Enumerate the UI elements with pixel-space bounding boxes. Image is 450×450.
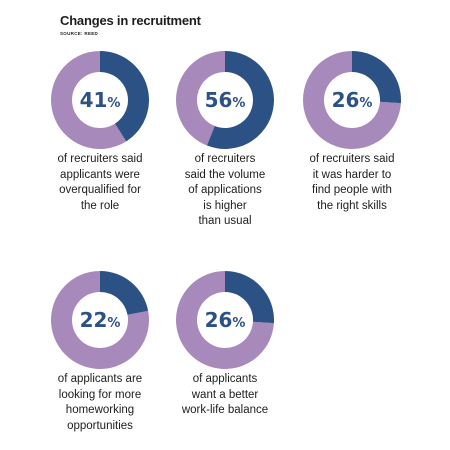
donut-1-caption: of recruiters said applicants were overq… bbox=[57, 153, 143, 212]
chart-title: Changes in recruitment bbox=[60, 13, 201, 28]
donut-1-remainder-slice bbox=[51, 51, 127, 149]
donut-5-remainder-slice bbox=[176, 271, 274, 369]
donut-3-value-label: 26% bbox=[332, 88, 373, 112]
donut-4-value-slice bbox=[100, 271, 149, 315]
donut-2-caption: of recruiters said the volume of applica… bbox=[184, 153, 266, 227]
donut-2-remainder-slice bbox=[176, 51, 225, 146]
donut-2-value-label: 56% bbox=[205, 88, 246, 112]
donut-4-value-label: 22% bbox=[80, 308, 121, 332]
donut-4-caption: of applicants are looking for more homew… bbox=[57, 373, 143, 432]
donut-1-value-label: 41% bbox=[80, 88, 121, 112]
donut-3-value-slice bbox=[352, 50, 402, 104]
donut-4-remainder-slice bbox=[51, 271, 149, 369]
donut-1-value-slice bbox=[100, 51, 149, 142]
donut-2-value-slice bbox=[206, 51, 274, 149]
donut-5-caption: of applicants want a better work-life ba… bbox=[181, 373, 269, 416]
donut-5-value-slice bbox=[225, 271, 274, 324]
donut-3-caption: of recruiters said it was harder to find… bbox=[309, 153, 395, 212]
chart-source: SOURCE: REED bbox=[60, 31, 99, 36]
donut-3-remainder-slice bbox=[303, 51, 401, 149]
donut-5-value-label: 26% bbox=[205, 308, 246, 332]
